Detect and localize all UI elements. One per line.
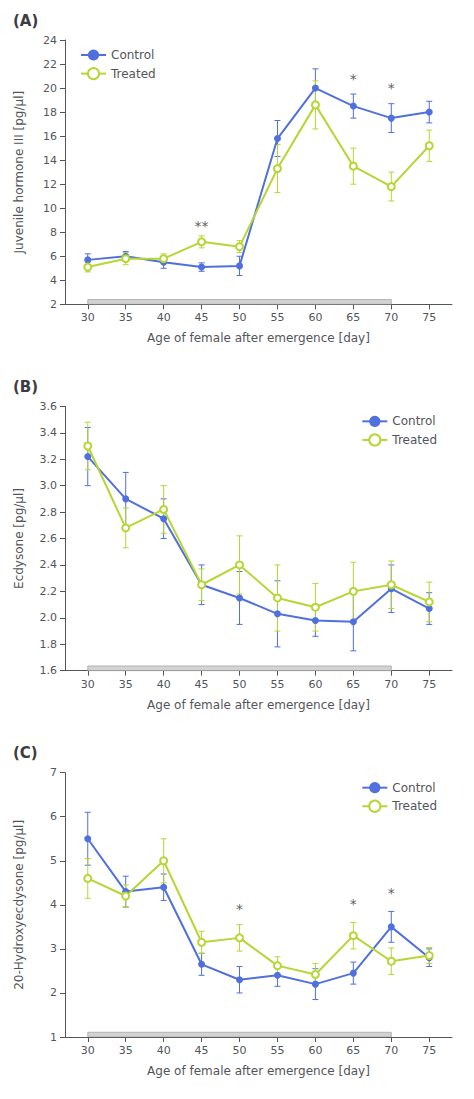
svg-text:60: 60 <box>308 311 322 324</box>
svg-text:(B): (B) <box>13 378 38 396</box>
svg-text:*: * <box>350 896 357 912</box>
svg-text:12: 12 <box>43 178 57 191</box>
svg-text:1.8: 1.8 <box>40 638 58 651</box>
svg-text:55: 55 <box>270 678 284 691</box>
svg-text:(C): (C) <box>13 744 38 762</box>
svg-text:2: 2 <box>50 298 57 311</box>
svg-text:20-Hydroxyecdysone [pg/μl]: 20-Hydroxyecdysone [pg/μl] <box>12 820 26 990</box>
svg-text:3.2: 3.2 <box>40 453 58 466</box>
svg-text:*: * <box>388 885 395 901</box>
svg-text:16: 16 <box>43 130 57 143</box>
svg-text:2.6: 2.6 <box>40 532 58 545</box>
svg-text:7: 7 <box>50 766 57 779</box>
svg-text:Ecdysone [pg/μl]: Ecdysone [pg/μl] <box>12 488 26 589</box>
svg-text:55: 55 <box>270 1044 284 1057</box>
svg-text:65: 65 <box>346 1044 360 1057</box>
svg-text:50: 50 <box>233 311 247 324</box>
svg-text:35: 35 <box>119 1044 133 1057</box>
svg-text:6: 6 <box>50 810 57 823</box>
svg-text:Age of female after emergence: Age of female after emergence [day] <box>147 331 370 345</box>
svg-text:Control: Control <box>111 48 154 62</box>
svg-text:Treated: Treated <box>391 799 437 813</box>
svg-text:50: 50 <box>233 678 247 691</box>
svg-text:60: 60 <box>308 1044 322 1057</box>
svg-text:35: 35 <box>119 311 133 324</box>
svg-text:55: 55 <box>270 311 284 324</box>
svg-text:40: 40 <box>157 678 171 691</box>
svg-text:65: 65 <box>346 678 360 691</box>
svg-text:1: 1 <box>50 1031 57 1044</box>
svg-text:Control: Control <box>392 781 435 795</box>
svg-text:Treated: Treated <box>391 433 437 447</box>
svg-text:Juvenile hormone III [pg/μl]: Juvenile hormone III [pg/μl] <box>12 91 26 255</box>
svg-text:14: 14 <box>43 154 57 167</box>
svg-text:3.4: 3.4 <box>40 426 58 439</box>
svg-text:70: 70 <box>384 678 398 691</box>
svg-text:45: 45 <box>195 311 209 324</box>
svg-text:35: 35 <box>119 678 133 691</box>
svg-text:10: 10 <box>43 202 57 215</box>
svg-text:*: * <box>388 80 395 96</box>
svg-text:70: 70 <box>384 1044 398 1057</box>
svg-text:Age of female after emergence: Age of female after emergence [day] <box>147 1064 370 1078</box>
svg-text:30: 30 <box>81 678 95 691</box>
svg-text:*: * <box>350 71 357 87</box>
svg-text:2: 2 <box>50 986 57 999</box>
svg-text:40: 40 <box>157 1044 171 1057</box>
svg-text:3.0: 3.0 <box>40 479 58 492</box>
svg-text:20: 20 <box>43 82 57 95</box>
svg-text:75: 75 <box>422 311 436 324</box>
svg-text:24: 24 <box>43 34 57 47</box>
svg-text:2.2: 2.2 <box>40 585 58 598</box>
svg-text:40: 40 <box>157 311 171 324</box>
svg-text:45: 45 <box>195 1044 209 1057</box>
svg-text:4: 4 <box>50 274 57 287</box>
svg-text:*: * <box>236 901 243 917</box>
svg-text:60: 60 <box>308 678 322 691</box>
svg-text:2.0: 2.0 <box>40 611 58 624</box>
svg-text:5: 5 <box>50 854 57 867</box>
svg-text:75: 75 <box>422 678 436 691</box>
svg-text:2.4: 2.4 <box>40 558 58 571</box>
svg-text:50: 50 <box>233 1044 247 1057</box>
svg-text:45: 45 <box>195 678 209 691</box>
svg-text:2.8: 2.8 <box>40 506 58 519</box>
svg-text:Age of female after emergence: Age of female after emergence [day] <box>147 698 370 712</box>
svg-text:4: 4 <box>50 898 57 911</box>
svg-text:8: 8 <box>50 226 57 239</box>
svg-text:22: 22 <box>43 58 57 71</box>
svg-text:30: 30 <box>81 311 95 324</box>
svg-text:Control: Control <box>392 414 435 428</box>
svg-text:Treated: Treated <box>110 67 156 81</box>
svg-text:65: 65 <box>346 311 360 324</box>
svg-text:70: 70 <box>384 311 398 324</box>
svg-text:18: 18 <box>43 106 57 119</box>
svg-text:3.6: 3.6 <box>40 400 58 413</box>
svg-text:75: 75 <box>422 1044 436 1057</box>
svg-text:30: 30 <box>81 1044 95 1057</box>
svg-text:(A): (A) <box>13 12 38 30</box>
svg-text:**: ** <box>195 218 209 234</box>
svg-text:6: 6 <box>50 250 57 263</box>
svg-text:3: 3 <box>50 942 57 955</box>
svg-text:1.6: 1.6 <box>40 664 58 677</box>
